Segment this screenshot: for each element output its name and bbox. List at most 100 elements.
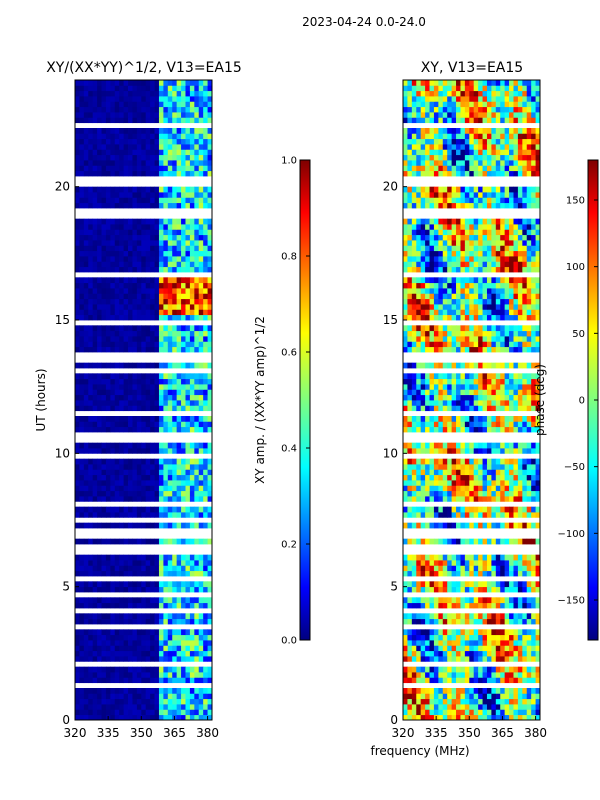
heatmap-cell <box>123 421 129 428</box>
x-tick-label: 320 <box>64 726 87 740</box>
heatmap-cell <box>504 373 510 380</box>
heatmap-cell <box>176 373 182 380</box>
heatmap-cell <box>429 282 435 289</box>
heatmap-cell <box>447 698 453 705</box>
heatmap-cell <box>411 480 417 486</box>
heatmap-cell <box>88 597 94 604</box>
heatmap-cell <box>420 362 426 369</box>
heatmap-cell <box>154 160 160 166</box>
heatmap-cell <box>504 698 510 705</box>
heatmap-cell <box>181 704 186 710</box>
heatmap-cell <box>482 613 488 620</box>
heatmap-cell <box>181 469 186 476</box>
heatmap-cell <box>110 165 116 172</box>
heatmap-cell <box>172 192 178 198</box>
heatmap-cell <box>114 288 120 294</box>
heatmap-cell <box>513 362 519 369</box>
heatmap-cell <box>500 288 506 294</box>
heatmap-cell <box>478 672 483 678</box>
heatmap-cell <box>105 314 111 321</box>
heatmap-cell <box>167 346 173 353</box>
heatmap-cell <box>110 336 116 342</box>
heatmap-cell <box>75 581 80 588</box>
heatmap-cell <box>154 704 160 710</box>
heatmap-cell <box>136 405 142 412</box>
heatmap-cell <box>123 629 129 636</box>
heatmap-cell <box>407 426 413 433</box>
heatmap-cell <box>429 554 435 561</box>
heatmap-cell <box>136 309 142 316</box>
heatmap-cell <box>172 362 178 369</box>
heatmap-cell <box>194 266 200 273</box>
heatmap-cell <box>460 650 466 657</box>
heatmap-cell <box>535 336 541 342</box>
heatmap-cell <box>167 101 173 108</box>
heatmap-cell <box>482 282 488 289</box>
figure-title: 2023-04-24 0.0-24.0 <box>302 15 426 29</box>
heatmap-cell <box>132 90 138 97</box>
heatmap-cell <box>75 400 80 406</box>
heatmap-cell <box>526 464 532 470</box>
heatmap-cell <box>482 293 488 300</box>
heatmap-cell <box>194 282 200 289</box>
heatmap-cell <box>163 373 169 380</box>
heatmap-cell <box>456 325 461 332</box>
heatmap-cell <box>128 634 133 641</box>
heatmap-cell <box>526 490 532 497</box>
heatmap-cell <box>194 309 200 316</box>
heatmap-cell <box>158 218 164 225</box>
heatmap-cell <box>526 656 532 662</box>
heatmap-cell <box>442 640 448 646</box>
heatmap-cell <box>185 165 191 172</box>
heatmap-cell <box>460 597 466 604</box>
heatmap-cell <box>172 202 178 209</box>
heatmap-cell <box>509 634 514 641</box>
heatmap-cell <box>185 325 191 332</box>
heatmap-cell <box>469 597 475 604</box>
heatmap-cell <box>145 298 151 305</box>
heatmap-cell <box>181 85 186 92</box>
heatmap-cell <box>110 602 116 609</box>
heatmap-cell <box>504 389 510 396</box>
heatmap-cell <box>420 336 426 342</box>
heatmap-cell <box>473 400 479 406</box>
heatmap-cell <box>535 485 541 492</box>
heatmap-cell <box>92 224 98 230</box>
heatmap-cell <box>79 378 85 385</box>
heatmap-cell <box>460 618 466 625</box>
heatmap-cell <box>167 640 173 646</box>
heatmap-cell <box>97 186 102 193</box>
heatmap-cell <box>478 634 483 641</box>
heatmap-cell <box>136 442 142 449</box>
heatmap-cell <box>207 394 213 401</box>
heatmap-cell <box>207 666 213 673</box>
heatmap-cell <box>101 165 107 172</box>
heatmap-cell <box>491 426 497 433</box>
heatmap-cell <box>75 346 80 353</box>
heatmap-cell <box>136 154 142 161</box>
heatmap-cell <box>150 202 155 209</box>
heatmap-cell <box>429 586 435 593</box>
heatmap-cell <box>110 618 116 625</box>
heatmap-cell <box>75 458 80 465</box>
heatmap-cell <box>119 101 125 108</box>
heatmap-cell <box>189 677 195 684</box>
heatmap-cell <box>535 597 541 604</box>
heatmap-cell <box>522 714 528 721</box>
heatmap-cell <box>438 512 444 518</box>
heatmap-cell <box>163 266 169 273</box>
heatmap-cell <box>123 618 129 625</box>
heatmap-cell <box>105 80 111 86</box>
heatmap-cell <box>473 330 479 337</box>
heatmap-cell <box>92 597 98 604</box>
heatmap-cell <box>522 373 528 380</box>
heatmap-cell <box>456 298 461 305</box>
heatmap-cell <box>101 309 107 316</box>
heatmap-cell <box>447 469 453 476</box>
heatmap-cell <box>447 304 453 310</box>
heatmap-cell <box>101 266 107 273</box>
heatmap-cell <box>83 458 89 465</box>
heatmap-cell <box>491 362 497 369</box>
heatmap-cell <box>460 325 466 332</box>
heatmap-cell <box>509 469 514 476</box>
